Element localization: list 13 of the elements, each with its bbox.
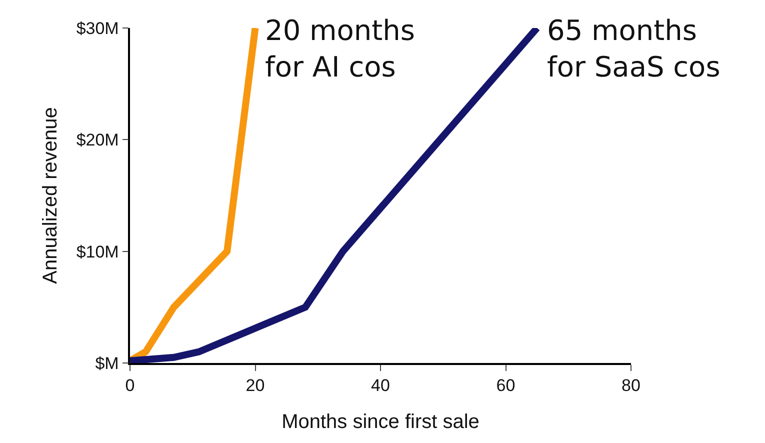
y-tick-label: $20M bbox=[76, 130, 119, 150]
x-tick-label: 0 bbox=[125, 376, 135, 396]
annotation: 20 months for AI cos bbox=[265, 14, 415, 84]
x-tick-label: 60 bbox=[496, 376, 516, 396]
y-tick-label: $10M bbox=[76, 242, 119, 262]
annotation: 65 months for SaaS cos bbox=[547, 14, 720, 84]
x-tick-label: 80 bbox=[622, 376, 640, 396]
y-tick-label: $M bbox=[95, 354, 119, 373]
y-tick-label: $30M bbox=[76, 18, 119, 38]
x-tick-label: 20 bbox=[246, 376, 265, 396]
x-axis-title: Months since first sale bbox=[282, 411, 480, 434]
y-axis-title: Annualized revenue bbox=[39, 107, 62, 284]
x-tick-label: 40 bbox=[371, 376, 390, 396]
